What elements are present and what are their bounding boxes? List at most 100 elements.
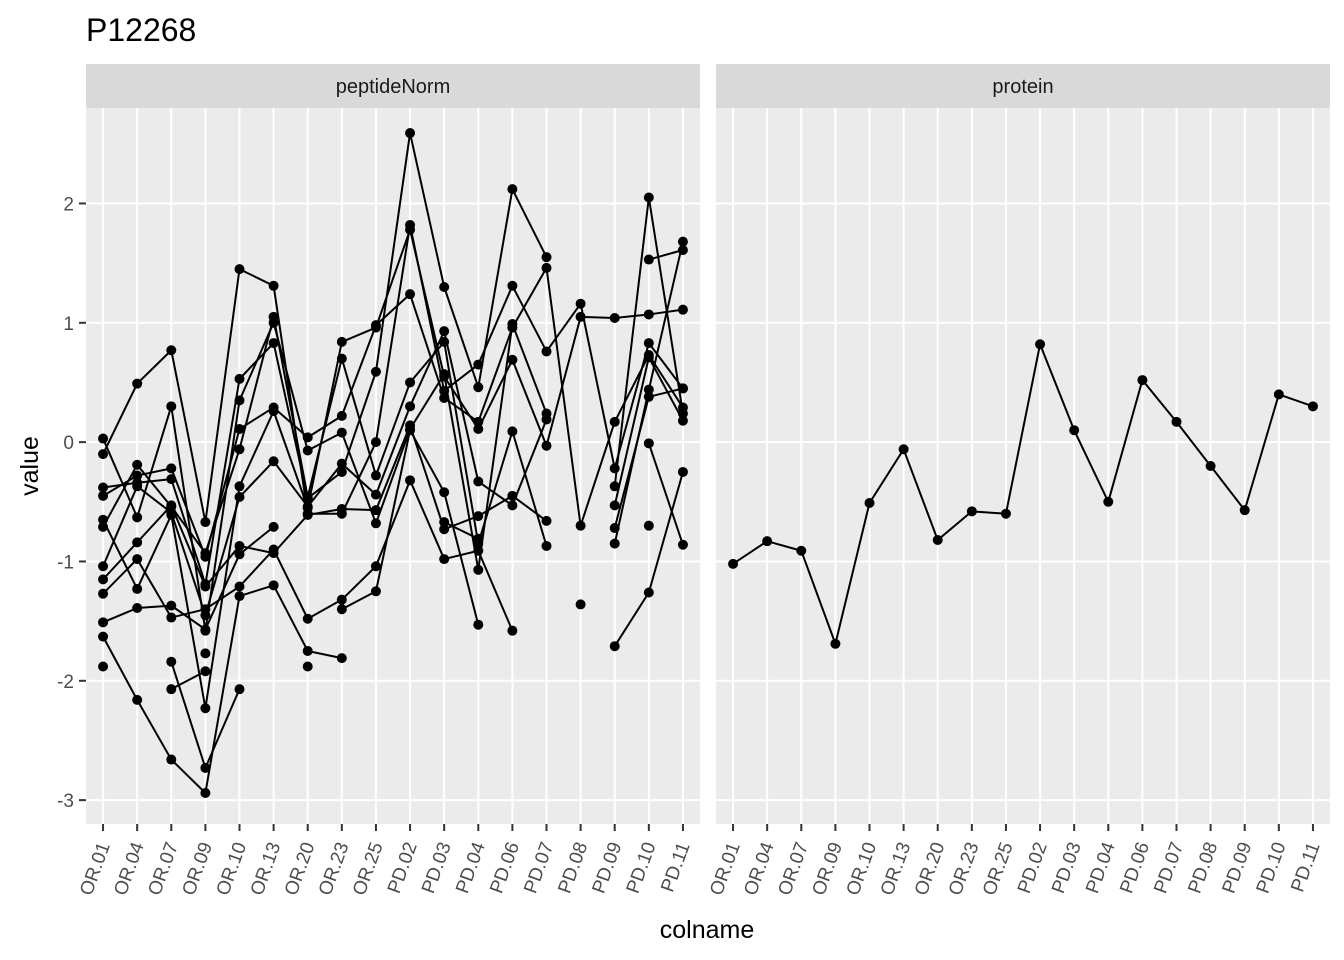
data-point bbox=[473, 382, 484, 393]
x-tick-label: PD.10 bbox=[623, 840, 661, 897]
data-point bbox=[132, 481, 143, 492]
x-tick-label: PD.02 bbox=[384, 840, 422, 897]
data-point bbox=[507, 500, 518, 511]
data-point bbox=[864, 497, 875, 508]
data-point bbox=[166, 345, 177, 356]
series-line bbox=[102, 223, 684, 524]
data-point bbox=[541, 346, 552, 357]
x-tick-label: OR.13 bbox=[247, 840, 286, 899]
data-point bbox=[643, 438, 654, 449]
data-point bbox=[234, 481, 245, 492]
data-point bbox=[932, 534, 943, 545]
series-line bbox=[443, 521, 479, 540]
data-point bbox=[439, 517, 450, 528]
data-point bbox=[234, 264, 245, 275]
data-point bbox=[677, 304, 688, 315]
data-point bbox=[268, 544, 279, 555]
y-tick-label: 0 bbox=[63, 433, 74, 454]
data-point bbox=[98, 433, 109, 444]
chart-title: P12268 bbox=[86, 12, 196, 48]
data-point bbox=[166, 600, 177, 611]
data-point bbox=[268, 280, 279, 291]
x-tick-label: PD.07 bbox=[1150, 840, 1188, 897]
x-tick-label: OR.01 bbox=[76, 840, 115, 899]
data-point bbox=[1205, 461, 1216, 471]
x-tick-label: OR.01 bbox=[706, 840, 745, 899]
x-tick-label: OR.09 bbox=[179, 840, 218, 899]
series-12 bbox=[98, 438, 688, 773]
series-line bbox=[102, 424, 548, 588]
data-point bbox=[132, 554, 143, 565]
data-point bbox=[677, 539, 688, 550]
data-point bbox=[336, 458, 347, 469]
data-point bbox=[302, 432, 313, 443]
data-point bbox=[234, 492, 245, 503]
data-point bbox=[336, 336, 347, 347]
data-point bbox=[1137, 375, 1148, 386]
x-axis-title: colname bbox=[660, 916, 755, 944]
x-tick-label: PD.08 bbox=[555, 840, 593, 897]
data-point bbox=[473, 619, 484, 630]
series-line bbox=[102, 330, 548, 617]
data-point bbox=[98, 449, 109, 460]
data-point bbox=[473, 545, 484, 556]
data-point bbox=[302, 501, 313, 512]
y-axis-title: value bbox=[16, 436, 44, 496]
data-point bbox=[302, 492, 313, 503]
data-point bbox=[336, 594, 347, 605]
data-point bbox=[234, 684, 245, 695]
data-point bbox=[405, 128, 416, 139]
data-point bbox=[98, 631, 109, 642]
x-tick-label: PD.04 bbox=[452, 839, 490, 896]
data-point bbox=[166, 684, 177, 695]
data-point bbox=[677, 236, 688, 247]
data-point bbox=[677, 466, 688, 477]
panel-background bbox=[716, 108, 1330, 824]
data-point bbox=[98, 561, 109, 572]
data-point bbox=[132, 537, 143, 548]
data-point bbox=[643, 338, 654, 349]
data-point bbox=[166, 500, 177, 511]
data-point bbox=[336, 466, 347, 477]
series-line bbox=[102, 321, 548, 632]
series-line bbox=[170, 670, 206, 691]
data-point bbox=[98, 617, 109, 628]
x-tick-label: PD.10 bbox=[1253, 840, 1291, 897]
data-point bbox=[370, 366, 381, 377]
series-8 bbox=[98, 383, 688, 592]
data-point bbox=[1000, 508, 1011, 519]
data-point bbox=[439, 487, 450, 498]
data-point bbox=[575, 298, 586, 309]
x-tick-label: PD.11 bbox=[1287, 840, 1324, 895]
x-tick-label: PD.06 bbox=[1116, 840, 1154, 897]
data-point bbox=[336, 604, 347, 615]
data-point bbox=[370, 437, 381, 448]
y-tick-label: -1 bbox=[57, 552, 74, 573]
series-line bbox=[647, 443, 684, 546]
x-tick-label: OR.20 bbox=[911, 840, 950, 899]
panel-protein: proteinOR.01OR.04OR.07OR.09OR.10OR.13OR.… bbox=[706, 64, 1330, 898]
data-point bbox=[405, 425, 416, 436]
data-point bbox=[473, 564, 484, 575]
data-point bbox=[336, 653, 347, 664]
data-point bbox=[370, 561, 381, 572]
x-tick-label: PD.03 bbox=[418, 840, 456, 897]
data-point bbox=[405, 224, 416, 235]
x-tick-label: OR.10 bbox=[843, 840, 882, 899]
data-point bbox=[439, 282, 450, 292]
x-tick-label: PD.09 bbox=[1219, 840, 1257, 897]
x-tick-label: OR.04 bbox=[740, 839, 779, 898]
data-point bbox=[609, 523, 620, 534]
data-point bbox=[132, 459, 143, 470]
data-point bbox=[507, 184, 518, 195]
data-point bbox=[200, 666, 211, 677]
data-point bbox=[268, 338, 279, 349]
x-tick-label: PD.06 bbox=[486, 840, 524, 897]
panel-peptideNorm: peptideNorm OR.01OR.04OR.07OR.09OR.10OR.1… bbox=[76, 64, 700, 898]
data-point bbox=[200, 703, 211, 714]
data-point bbox=[1307, 401, 1318, 412]
data-point bbox=[98, 661, 109, 672]
x-tick-label: OR.04 bbox=[110, 839, 149, 898]
data-point bbox=[234, 424, 245, 435]
data-point bbox=[575, 311, 586, 322]
